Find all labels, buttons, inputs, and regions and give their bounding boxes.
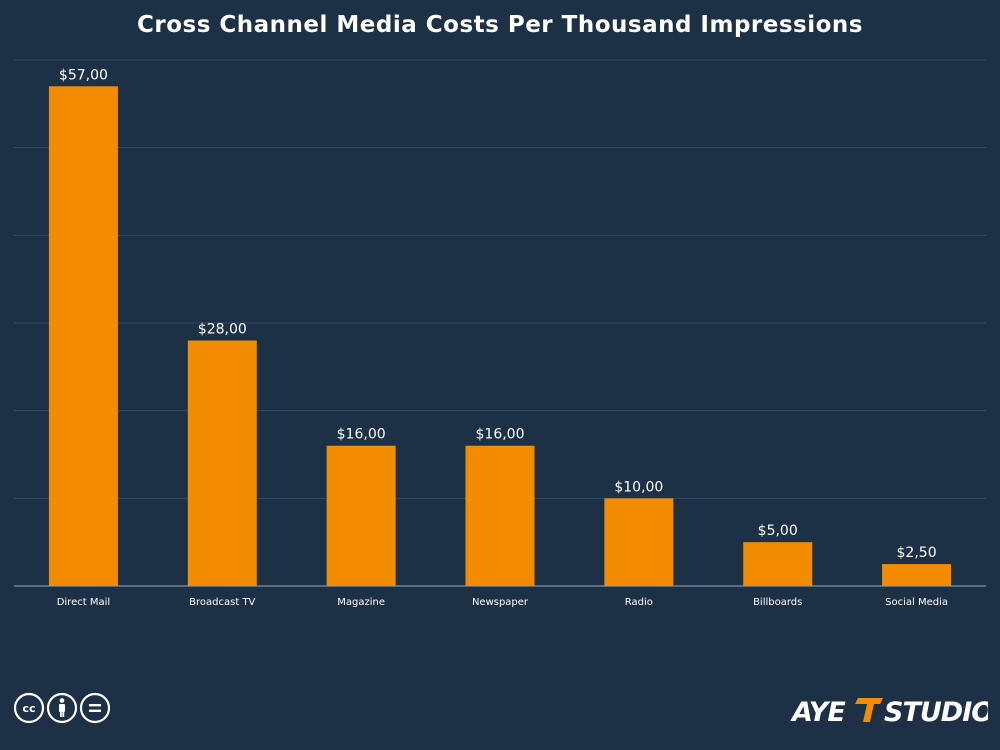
bar-newspaper bbox=[465, 445, 535, 586]
data-label: $16,00 bbox=[476, 427, 525, 443]
data-label: $5,00 bbox=[758, 523, 798, 539]
bar-broadcast-tv bbox=[187, 340, 257, 586]
bar-social-media bbox=[882, 564, 952, 586]
attribution-icon bbox=[46, 692, 78, 724]
cc-icon bbox=[13, 692, 45, 724]
chart-title: Cross Channel Media Costs Per Thousand I… bbox=[136, 12, 863, 38]
category-label: Magazine bbox=[337, 597, 385, 608]
bar-radio bbox=[604, 498, 674, 586]
category-label: Newspaper bbox=[472, 597, 529, 608]
category-label: Radio bbox=[625, 597, 653, 608]
data-label: $57,00 bbox=[59, 67, 108, 83]
svg-text:STUDIOS: STUDIOS bbox=[884, 697, 988, 728]
category-label: Billboards bbox=[753, 597, 802, 608]
category-label: Broadcast TV bbox=[189, 597, 255, 608]
no-derivatives-icon bbox=[79, 692, 111, 724]
bar-direct-mail bbox=[48, 86, 118, 587]
category-label: Social Media bbox=[885, 597, 948, 608]
bar-magazine bbox=[326, 445, 396, 586]
data-label: $28,00 bbox=[198, 322, 247, 338]
bar-chart: $57,00 Direct Mail $28,00 Broadcast TV $16,0… bbox=[14, 59, 986, 608]
creative-commons-license-icon: cc bbox=[13, 692, 111, 724]
category-label: Direct Mail bbox=[57, 597, 110, 608]
bar-billboards bbox=[743, 542, 813, 586]
data-label: $10,00 bbox=[614, 479, 663, 495]
cc-icon-text: cc bbox=[22, 702, 35, 715]
data-label: $2,50 bbox=[897, 545, 937, 561]
aye-studios-logo: AYE STUDIOS bbox=[790, 697, 988, 728]
data-label: $16,00 bbox=[337, 427, 386, 443]
logo-y-mark bbox=[855, 698, 883, 722]
svg-text:AYE: AYE bbox=[790, 697, 846, 728]
